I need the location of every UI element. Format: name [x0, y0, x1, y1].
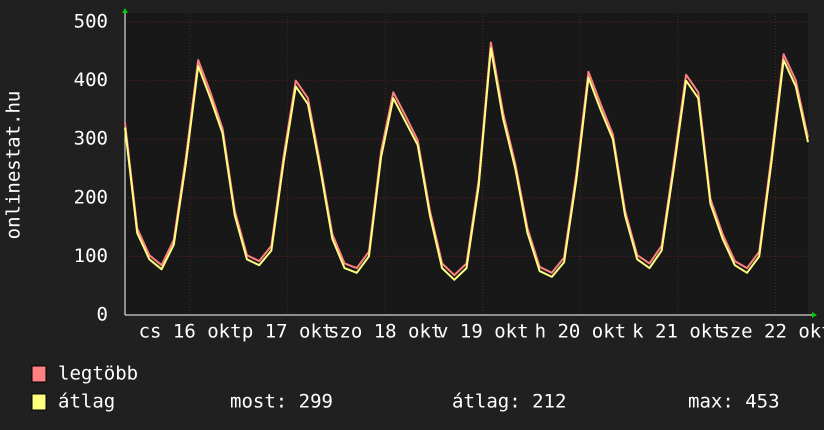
legend-swatch — [31, 365, 47, 383]
x-tick-label: k 21 okt — [632, 321, 724, 343]
y-tick-label: 100 — [74, 245, 108, 267]
x-tick-label: sze 22 okt — [718, 321, 824, 343]
x-tick-label: szo 18 okt — [328, 321, 442, 343]
series-line — [124, 47, 809, 281]
x-tick-label: v 19 okt — [437, 321, 529, 343]
x-tick-label: cs 16 okt — [139, 321, 242, 343]
stat-text: most: 299 — [230, 391, 333, 413]
axis-arrow — [812, 312, 817, 318]
x-tick-label: h 20 okt — [535, 321, 627, 343]
y-tick-label: 300 — [74, 128, 108, 150]
y-tick-label: 400 — [74, 69, 108, 91]
legend-swatch — [31, 393, 47, 411]
axis-arrow — [122, 8, 128, 13]
stat-text: átlag: 212 — [452, 391, 566, 413]
y-axis-title: onlinestat.hu — [3, 91, 25, 240]
stat-text: max: 453 — [688, 391, 780, 413]
y-tick-label: 500 — [74, 11, 108, 33]
y-tick-label: 200 — [74, 186, 108, 208]
y-tick-label: 0 — [97, 304, 108, 326]
legend-label: legtöbb — [58, 363, 138, 385]
legend-label: átlag — [58, 391, 115, 413]
x-tick-label: p 17 okt — [242, 321, 334, 343]
